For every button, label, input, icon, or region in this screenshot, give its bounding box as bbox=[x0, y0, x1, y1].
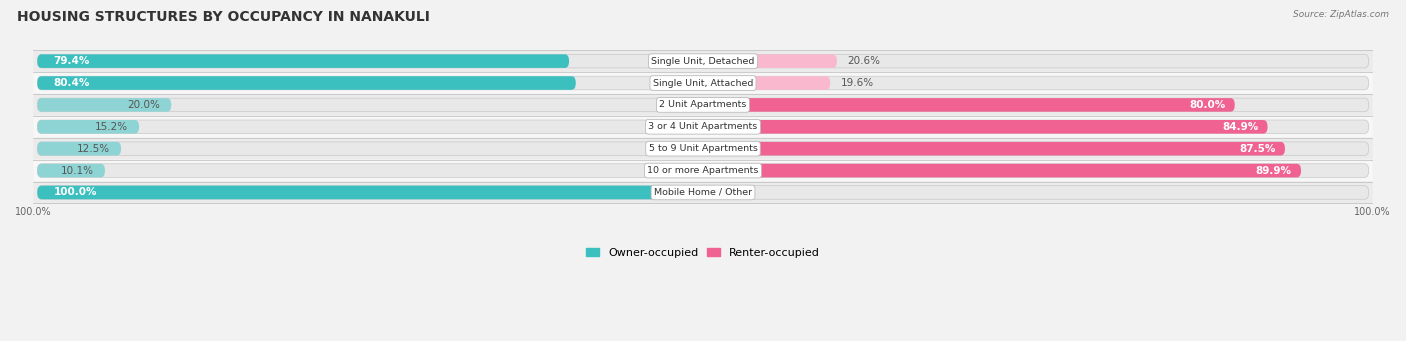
Text: 89.9%: 89.9% bbox=[1256, 166, 1292, 176]
Text: 20.0%: 20.0% bbox=[128, 100, 160, 110]
Text: 80.4%: 80.4% bbox=[53, 78, 90, 88]
Text: 84.9%: 84.9% bbox=[1222, 122, 1258, 132]
FancyBboxPatch shape bbox=[38, 98, 1368, 112]
FancyBboxPatch shape bbox=[38, 142, 1368, 155]
Text: 19.6%: 19.6% bbox=[841, 78, 875, 88]
Text: 0.0%: 0.0% bbox=[717, 188, 742, 197]
Text: 2 Unit Apartments: 2 Unit Apartments bbox=[659, 100, 747, 109]
FancyBboxPatch shape bbox=[38, 98, 172, 112]
FancyBboxPatch shape bbox=[703, 142, 1285, 155]
FancyBboxPatch shape bbox=[703, 54, 837, 68]
Text: 3 or 4 Unit Apartments: 3 or 4 Unit Apartments bbox=[648, 122, 758, 131]
FancyBboxPatch shape bbox=[703, 164, 1301, 177]
Text: Single Unit, Attached: Single Unit, Attached bbox=[652, 78, 754, 88]
FancyBboxPatch shape bbox=[38, 186, 1368, 199]
FancyBboxPatch shape bbox=[34, 94, 1372, 116]
FancyBboxPatch shape bbox=[34, 138, 1372, 160]
FancyBboxPatch shape bbox=[703, 98, 1234, 112]
Text: 5 to 9 Unit Apartments: 5 to 9 Unit Apartments bbox=[648, 144, 758, 153]
Text: 15.2%: 15.2% bbox=[96, 122, 128, 132]
FancyBboxPatch shape bbox=[38, 120, 1368, 134]
Text: Source: ZipAtlas.com: Source: ZipAtlas.com bbox=[1294, 10, 1389, 19]
Text: 20.6%: 20.6% bbox=[848, 56, 880, 66]
Text: Single Unit, Detached: Single Unit, Detached bbox=[651, 57, 755, 65]
FancyBboxPatch shape bbox=[38, 164, 105, 177]
FancyBboxPatch shape bbox=[38, 54, 569, 68]
FancyBboxPatch shape bbox=[38, 54, 1368, 68]
FancyBboxPatch shape bbox=[703, 76, 830, 90]
FancyBboxPatch shape bbox=[38, 120, 139, 134]
Text: 79.4%: 79.4% bbox=[53, 56, 90, 66]
FancyBboxPatch shape bbox=[38, 186, 707, 199]
Text: 10.1%: 10.1% bbox=[62, 166, 94, 176]
Legend: Owner-occupied, Renter-occupied: Owner-occupied, Renter-occupied bbox=[586, 248, 820, 258]
Text: Mobile Home / Other: Mobile Home / Other bbox=[654, 188, 752, 197]
FancyBboxPatch shape bbox=[38, 76, 1368, 90]
FancyBboxPatch shape bbox=[38, 142, 121, 155]
Text: 12.5%: 12.5% bbox=[77, 144, 110, 154]
FancyBboxPatch shape bbox=[34, 50, 1372, 72]
FancyBboxPatch shape bbox=[38, 76, 576, 90]
FancyBboxPatch shape bbox=[34, 181, 1372, 203]
Text: 80.0%: 80.0% bbox=[1189, 100, 1226, 110]
Text: 100.0%: 100.0% bbox=[53, 188, 97, 197]
FancyBboxPatch shape bbox=[703, 120, 1268, 134]
Text: 87.5%: 87.5% bbox=[1239, 144, 1275, 154]
FancyBboxPatch shape bbox=[34, 72, 1372, 94]
Text: HOUSING STRUCTURES BY OCCUPANCY IN NANAKULI: HOUSING STRUCTURES BY OCCUPANCY IN NANAK… bbox=[17, 10, 430, 24]
Text: 10 or more Apartments: 10 or more Apartments bbox=[647, 166, 759, 175]
FancyBboxPatch shape bbox=[38, 164, 1368, 177]
FancyBboxPatch shape bbox=[34, 116, 1372, 138]
FancyBboxPatch shape bbox=[34, 160, 1372, 181]
